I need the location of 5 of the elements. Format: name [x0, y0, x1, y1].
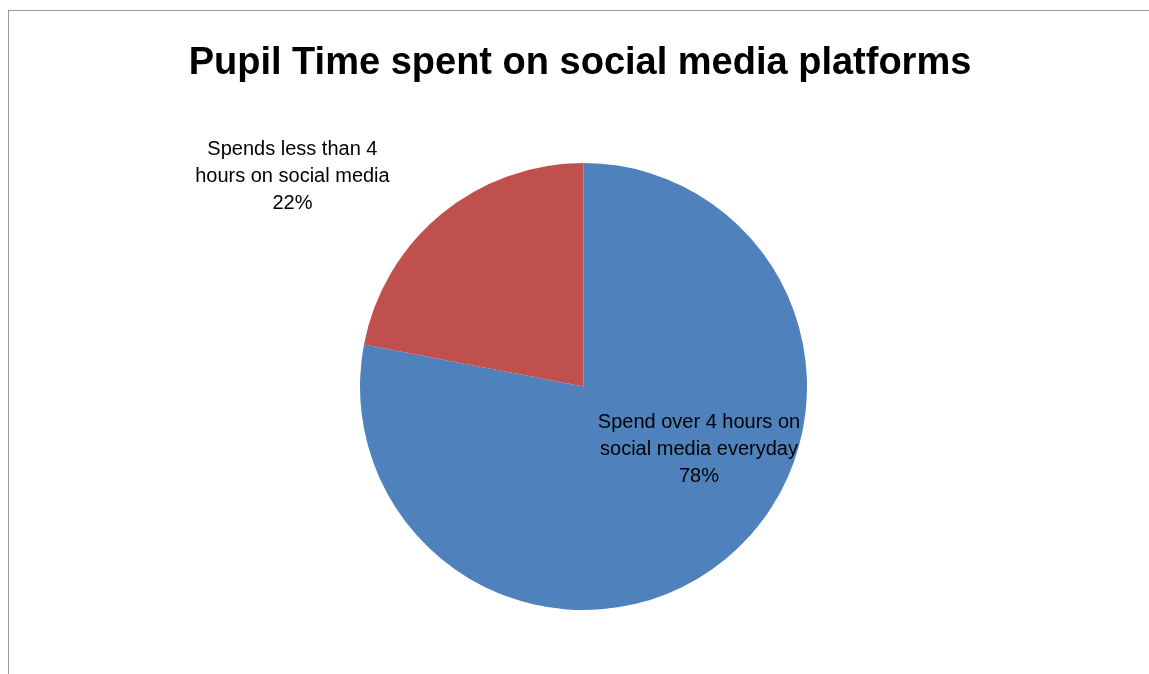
slice-label: Spends less than 4 hours on social media [195, 136, 391, 186]
data-label: 22% [272, 190, 313, 213]
chart-title: Pupil Time spent on social media platforms [187, 40, 973, 83]
slice-label: Spend over 4 hours on social media everyday [597, 410, 801, 460]
data-label: 78% [678, 464, 720, 487]
